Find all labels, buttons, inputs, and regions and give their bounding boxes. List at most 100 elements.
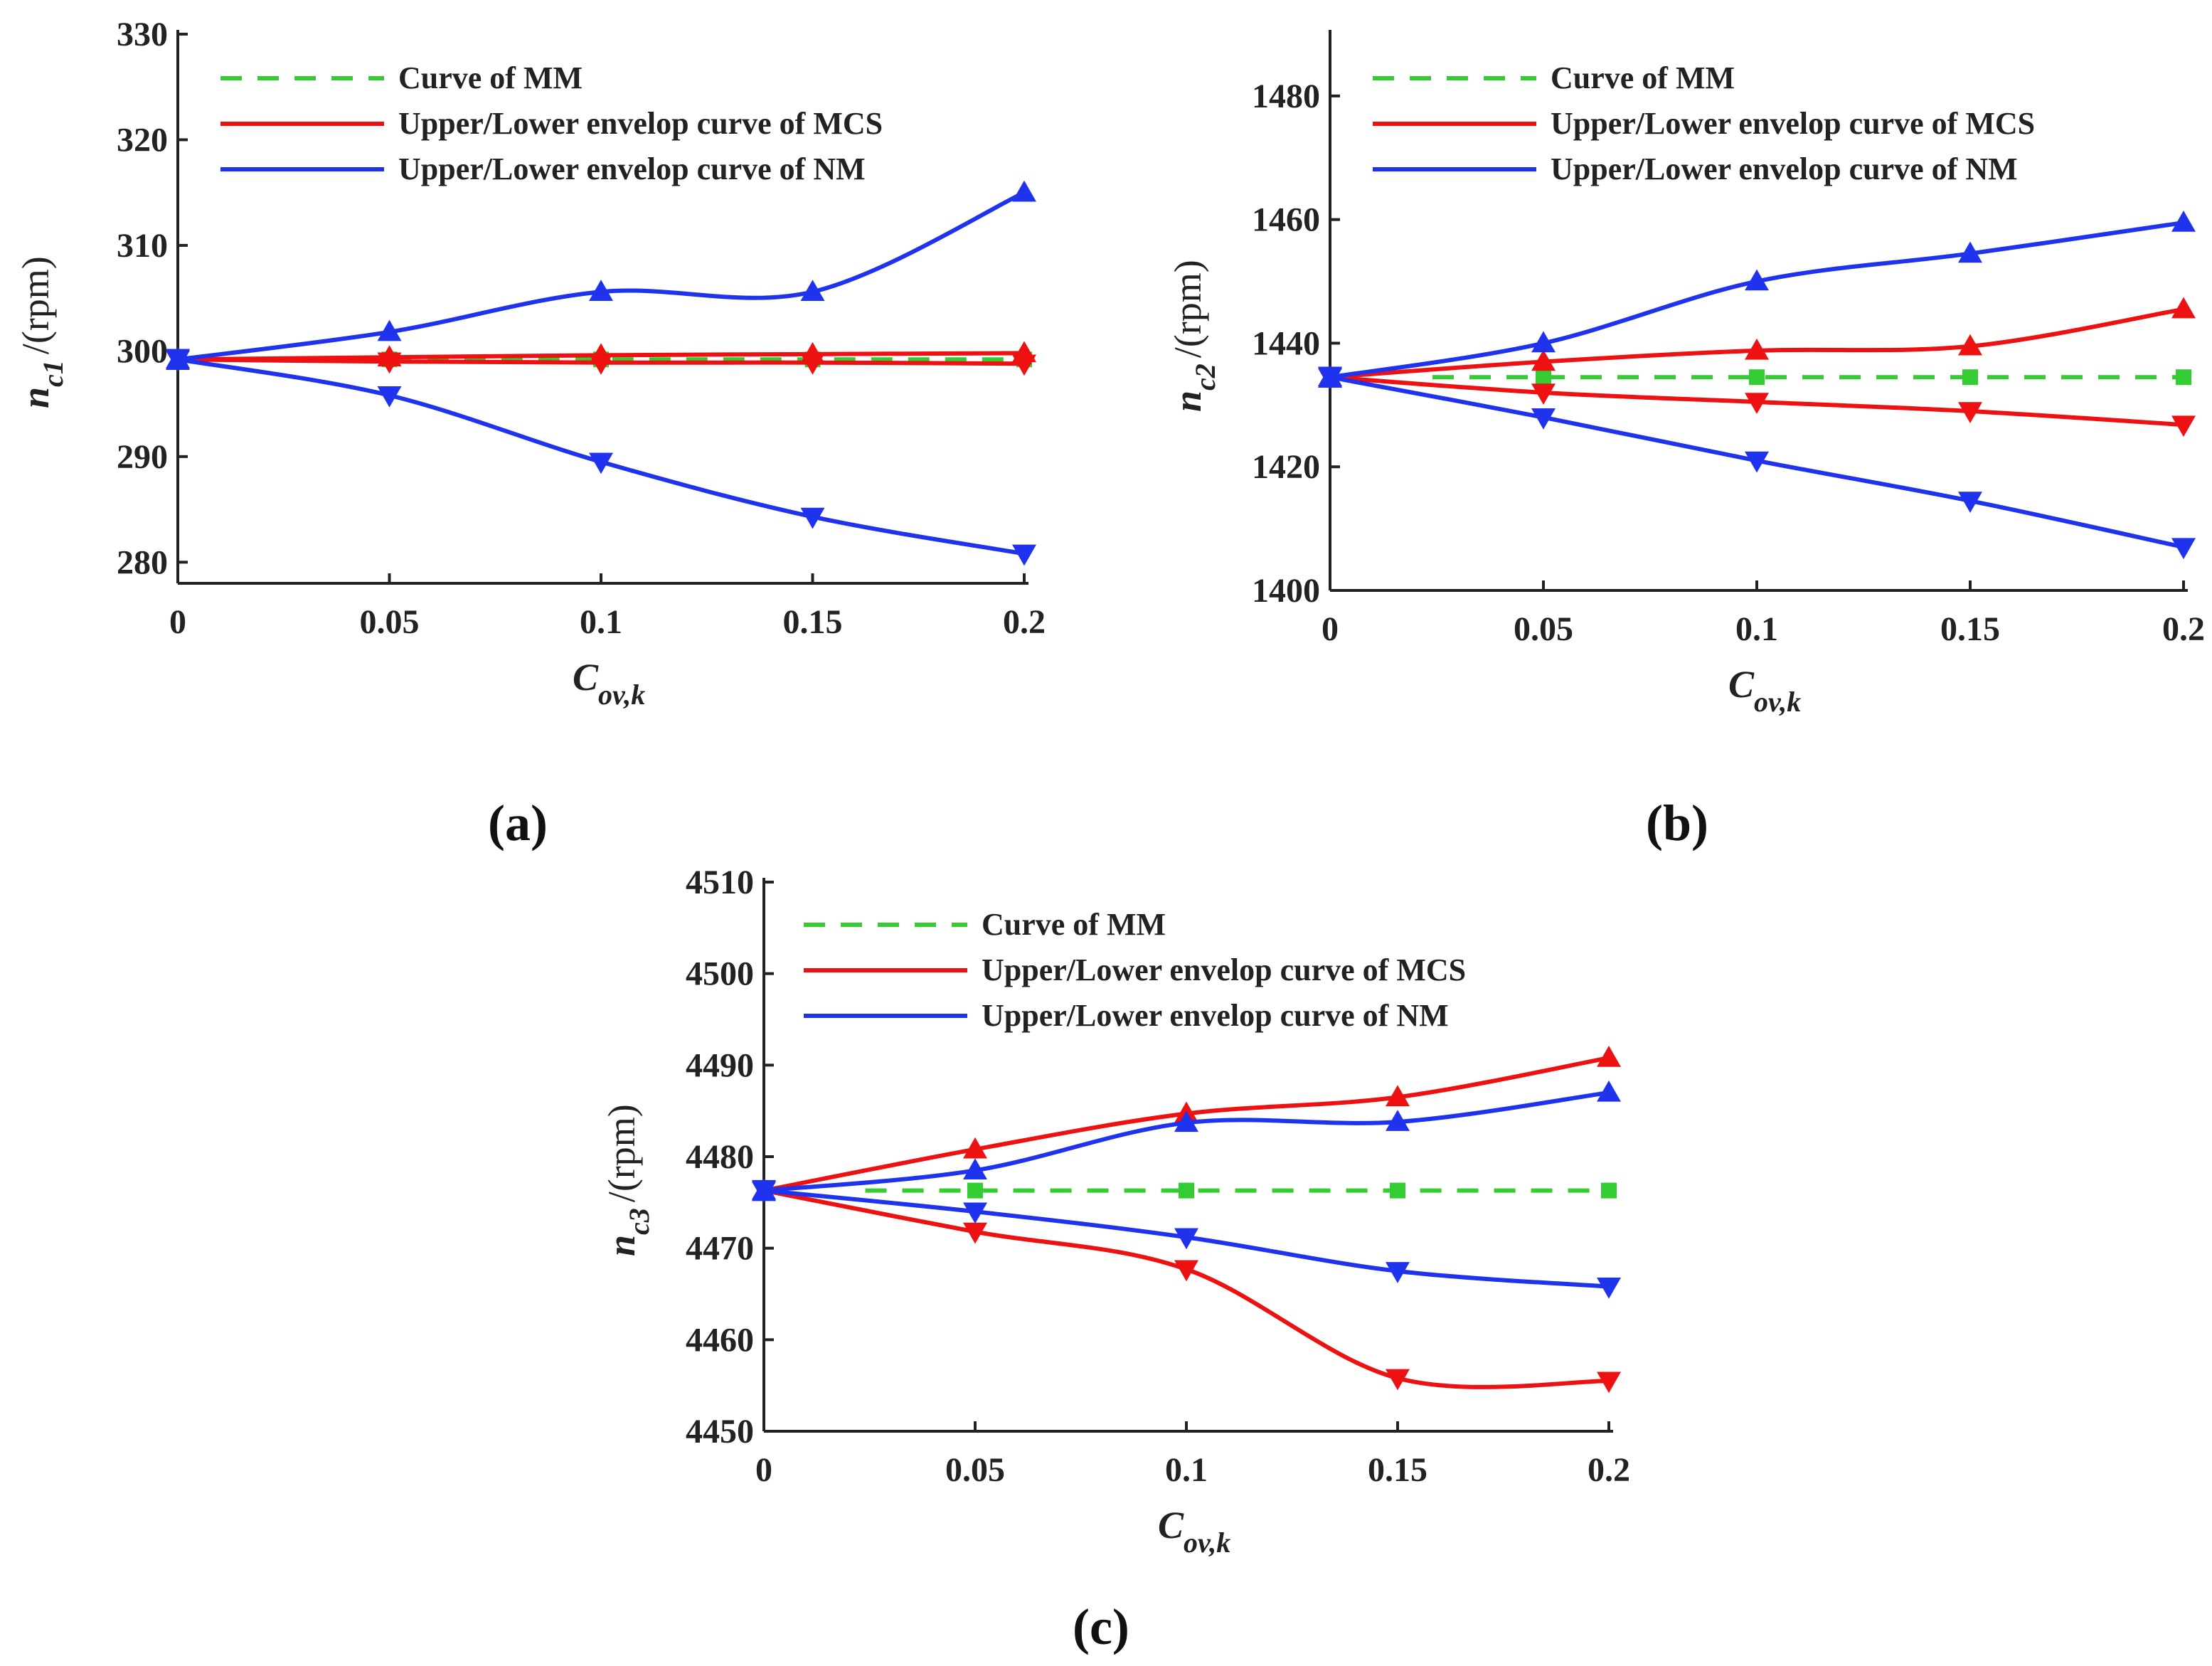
data-point-origin bbox=[752, 1179, 776, 1201]
data-point-nm-upper bbox=[377, 319, 402, 341]
data-point-nm-lower bbox=[377, 386, 402, 408]
y-tick-label: 280 bbox=[117, 543, 168, 581]
data-point-mcs-upper bbox=[2171, 297, 2196, 319]
data-point-mcs-lower bbox=[800, 353, 825, 375]
legend-label-mcs: Upper/Lower envelop curve of MCS bbox=[982, 953, 1466, 987]
y-tick-label: 1400 bbox=[1252, 572, 1320, 610]
x-tick-label: 0.15 bbox=[783, 603, 843, 641]
data-point-mcs-lower bbox=[1958, 402, 1982, 424]
chart-panel-a: 280 290 300 310 320 330 0 0.05 0.1 0.15 0.2 Cov,k nc… bbox=[14, 16, 1046, 711]
data-point-curve-of-mm bbox=[1536, 369, 1551, 386]
x-tick-label: 0.2 bbox=[1588, 1451, 1630, 1489]
legend-label-nm: Upper/Lower envelop curve of NM bbox=[982, 998, 1449, 1033]
legend-label-nm: Upper/Lower envelop curve of NM bbox=[398, 152, 866, 186]
data-point-mcs-upper bbox=[1745, 338, 1769, 360]
x-tick-label: 0.15 bbox=[1368, 1451, 1427, 1489]
panel-label-c: (c) bbox=[1073, 1598, 1129, 1655]
data-point-mcs-lower bbox=[1745, 393, 1769, 414]
x-tick-label: 0.1 bbox=[1735, 610, 1778, 648]
data-point-nm-upper bbox=[1012, 180, 1036, 202]
data-point-mcs-upper bbox=[1597, 1046, 1621, 1067]
chart-panel-c: 4450 4460 4470 4480 4490 4500 4510 0 0.05 0.1 0.15… bbox=[600, 864, 1630, 1559]
y-tick-label: 290 bbox=[117, 438, 168, 476]
series-line-mcs-lower bbox=[763, 1188, 1610, 1389]
data-point-mcs-upper bbox=[963, 1137, 987, 1159]
x-tick-label: 0.2 bbox=[1003, 603, 1046, 641]
data-point-nm-upper bbox=[963, 1158, 987, 1180]
data-point-mcs-upper bbox=[1958, 334, 1982, 356]
legend-label-mcs: Upper/Lower envelop curve of MCS bbox=[398, 106, 883, 141]
data-point-mcs-lower bbox=[1386, 1369, 1410, 1391]
legend-label-mm: Curve of MM bbox=[982, 907, 1166, 942]
y-tick-label: 4500 bbox=[686, 955, 754, 993]
x-axis-label: Cov,k bbox=[1158, 1504, 1230, 1559]
data-point-curve-of-mm bbox=[1390, 1182, 1405, 1199]
data-point-curve-of-mm bbox=[1179, 1182, 1194, 1199]
x-tick-label: 0.05 bbox=[945, 1451, 1005, 1489]
y-tick-label: 4480 bbox=[686, 1138, 754, 1176]
data-point-curve-of-mm bbox=[1601, 1182, 1617, 1199]
data-point-nm-lower bbox=[1745, 451, 1769, 473]
data-point-curve-of-mm bbox=[967, 1182, 983, 1199]
data-point-curve-of-mm bbox=[2176, 369, 2191, 386]
y-tick-label: 1420 bbox=[1252, 448, 1320, 486]
legend-label-mcs: Upper/Lower envelop curve of MCS bbox=[1551, 106, 2035, 141]
y-tick-label: 1440 bbox=[1252, 324, 1320, 362]
data-point-nm-lower bbox=[589, 452, 613, 474]
data-point-nm-upper bbox=[1745, 269, 1769, 291]
data-point-origin bbox=[1318, 366, 1342, 388]
x-tick-label: 0.2 bbox=[2162, 610, 2205, 648]
data-point-mcs-upper bbox=[1386, 1085, 1410, 1107]
y-axis-label: nc2/(rpm) bbox=[1166, 260, 1221, 412]
data-point-nm-upper bbox=[1531, 331, 1556, 353]
data-point-mcs-lower bbox=[1174, 1260, 1198, 1282]
data-point-mcs-lower bbox=[1012, 354, 1036, 376]
x-tick-label: 0 bbox=[755, 1451, 772, 1489]
y-tick-label: 4460 bbox=[686, 1321, 754, 1359]
data-point-mcs-lower bbox=[589, 353, 613, 375]
data-point-mcs-lower bbox=[1531, 383, 1556, 405]
data-point-mcs-upper bbox=[1531, 349, 1556, 371]
data-point-mcs-lower bbox=[377, 352, 402, 374]
panel-label-a: (a) bbox=[488, 795, 548, 851]
data-point-nm-upper bbox=[1174, 1110, 1198, 1132]
data-point-nm-lower bbox=[1174, 1228, 1198, 1250]
data-point-nm-lower bbox=[1386, 1262, 1410, 1283]
legend-label-nm: Upper/Lower envelop curve of NM bbox=[1551, 152, 2018, 186]
data-point-mcs-lower bbox=[1597, 1371, 1621, 1394]
legend-label-mm: Curve of MM bbox=[398, 60, 583, 95]
x-tick-label: 0.05 bbox=[360, 603, 420, 641]
x-tick-label: 0 bbox=[1322, 610, 1339, 648]
data-point-mcs-lower bbox=[2171, 415, 2196, 437]
y-tick-label: 1460 bbox=[1252, 201, 1320, 239]
data-point-nm-lower bbox=[1531, 408, 1556, 430]
panel-label-b: (b) bbox=[1646, 795, 1708, 851]
y-tick-label: 4510 bbox=[686, 864, 754, 901]
y-tick-label: 1480 bbox=[1252, 78, 1320, 115]
y-tick-label: 300 bbox=[117, 332, 168, 370]
data-point-curve-of-mm bbox=[1962, 369, 1978, 386]
series-line-nm-upper bbox=[177, 190, 1026, 362]
y-tick-label: 4450 bbox=[686, 1413, 754, 1450]
x-axis-label: Cov,k bbox=[1728, 663, 1801, 718]
y-tick-label: 320 bbox=[117, 121, 168, 159]
data-point-nm-lower bbox=[1597, 1277, 1621, 1299]
data-point-mcs-lower bbox=[963, 1222, 987, 1244]
data-point-nm-upper bbox=[1597, 1080, 1621, 1102]
x-tick-label: 0.15 bbox=[1940, 610, 2000, 648]
x-tick-label: 0.1 bbox=[580, 603, 622, 641]
y-tick-label: 4490 bbox=[686, 1046, 754, 1084]
x-tick-label: 0.05 bbox=[1514, 610, 1573, 648]
data-point-nm-lower bbox=[1958, 492, 1982, 514]
data-point-nm-upper bbox=[1386, 1110, 1410, 1131]
data-point-nm-lower bbox=[800, 507, 825, 529]
data-point-nm-lower bbox=[963, 1202, 987, 1224]
data-point-nm-lower bbox=[1012, 544, 1036, 566]
data-point-nm-upper bbox=[800, 280, 825, 301]
y-tick-label: 310 bbox=[117, 227, 168, 265]
data-point-nm-upper bbox=[1958, 241, 1982, 263]
data-point-nm-upper bbox=[589, 280, 613, 301]
x-tick-label: 0 bbox=[169, 603, 186, 641]
y-tick-label: 4470 bbox=[686, 1230, 754, 1268]
